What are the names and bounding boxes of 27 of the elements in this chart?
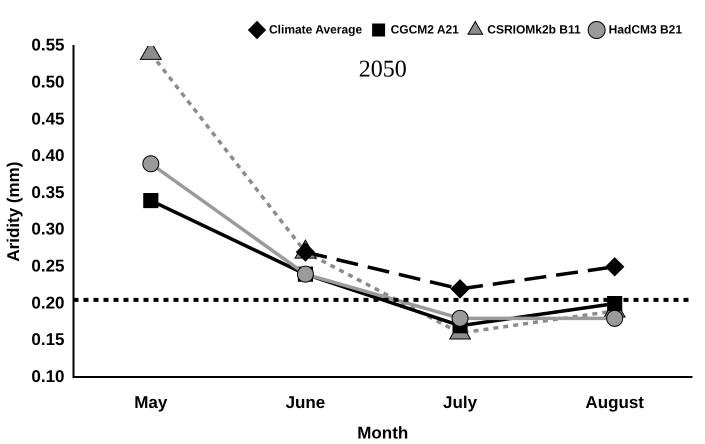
- y-tick-label: 0.45: [31, 109, 64, 128]
- x-axis-title: Month: [357, 423, 408, 442]
- point: [143, 192, 158, 208]
- x-tick-label: May: [134, 393, 168, 412]
- y-tick-label: 0.25: [31, 256, 64, 276]
- x-tick-label: June: [286, 393, 326, 412]
- legend-label: HadCM3 B21: [608, 22, 682, 36]
- legend-label: CGCM2 A21: [390, 22, 460, 36]
- legend-label: Climate Average: [269, 22, 362, 36]
- point: [452, 310, 469, 327]
- y-tick-label: 0.30: [31, 220, 64, 239]
- y-tick-label: 0.15: [31, 330, 64, 350]
- y-tick-label: 0.40: [31, 146, 64, 166]
- point: [605, 257, 624, 276]
- point: [606, 310, 624, 327]
- point: [142, 155, 160, 172]
- y-tick-label: 0.10: [31, 366, 64, 386]
- y-axis-title: Aridity (mm): [4, 162, 23, 262]
- y-tick-label: 0.20: [31, 293, 64, 312]
- x-tick-label: August: [585, 393, 644, 412]
- y-tick-label: 0.50: [31, 72, 64, 92]
- y-tick-label: 0.55: [31, 36, 64, 55]
- point: [450, 279, 470, 298]
- text: 2050: [358, 56, 407, 82]
- legend-label: CSRIOMk2b B11: [487, 22, 581, 36]
- y-tick-label: 0.35: [31, 182, 64, 202]
- x-tick-label: July: [443, 393, 478, 412]
